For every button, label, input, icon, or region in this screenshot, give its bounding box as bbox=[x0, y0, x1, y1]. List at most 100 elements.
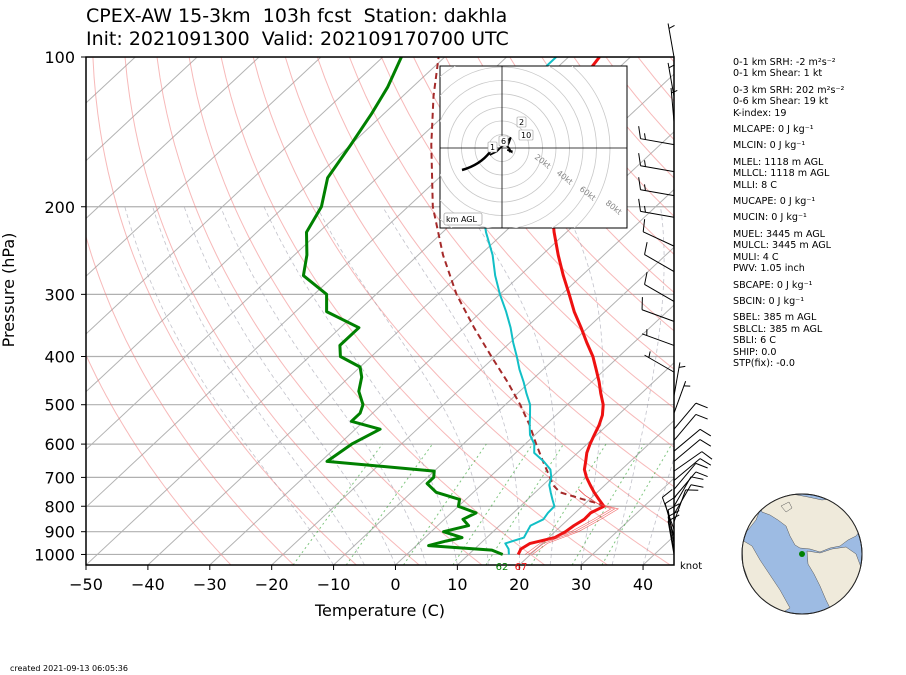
x-tick-label: −20 bbox=[255, 575, 289, 594]
barb-flag bbox=[667, 514, 680, 522]
barb-staff bbox=[673, 471, 697, 499]
wind-barb bbox=[673, 462, 708, 490]
hodograph-legend: km AGL bbox=[446, 215, 478, 224]
hodograph-height-box bbox=[498, 135, 509, 147]
moist-adiabat-line bbox=[220, 206, 427, 565]
hodograph-height-label: 6 bbox=[498, 135, 509, 147]
dry-adiabat-line bbox=[348, 57, 674, 448]
wind-barb bbox=[667, 514, 680, 555]
parcel-trace-line bbox=[528, 489, 616, 555]
wind-barb bbox=[673, 458, 712, 481]
barb-staff bbox=[670, 87, 675, 122]
dry-adiabat-line bbox=[477, 57, 674, 294]
moist-adiabat-line bbox=[316, 206, 489, 565]
barb-flag bbox=[699, 458, 712, 466]
index-line: SBEL: 385 m AGL bbox=[733, 312, 817, 324]
barb-staff bbox=[673, 381, 687, 414]
barb-staff bbox=[673, 476, 692, 507]
mixing-ratio-line bbox=[345, 443, 433, 565]
index-line: SBCAPE: 0 J kg⁻¹ bbox=[733, 279, 813, 291]
index-line: MUCAPE: 0 J kg⁻¹ bbox=[733, 196, 816, 208]
hodograph-height-label: 1 bbox=[487, 141, 498, 153]
dry-adiabat-line bbox=[92, 57, 357, 565]
index-line: K-index: 19 bbox=[733, 107, 787, 119]
barb-staff bbox=[640, 210, 675, 218]
isotherm-line bbox=[86, 57, 198, 162]
barb-flag bbox=[695, 471, 708, 478]
surface-temperature-label: 67 bbox=[515, 562, 528, 573]
moist-adiabat-line bbox=[263, 206, 458, 565]
wind-barb bbox=[673, 451, 713, 472]
index-line: PWV: 1.05 inch bbox=[733, 263, 805, 275]
indices-panel: 0-1 km SRH: -2 m²s⁻² 0-1 km Shear: 1 kt 0-… bbox=[733, 57, 903, 369]
index-line: MLEL: 1118 m AGL bbox=[733, 156, 824, 168]
wind-barb bbox=[667, 503, 680, 544]
barb-flag bbox=[638, 126, 642, 139]
dry-adiabat-line bbox=[188, 57, 546, 565]
barb-half-flag bbox=[668, 64, 675, 69]
y-tick-label: 600 bbox=[44, 435, 75, 454]
y-axis-label: Pressure (hPa) bbox=[0, 233, 18, 348]
x-tick-label: −30 bbox=[193, 575, 227, 594]
hodograph-frame bbox=[439, 65, 628, 229]
wind-barb bbox=[638, 153, 675, 173]
chart-title-line-1: CPEX-AW 15-3km 103h fcst Station: dakhla bbox=[86, 5, 508, 27]
barb-staff bbox=[640, 138, 675, 146]
barb-flag bbox=[667, 503, 680, 511]
hodograph-height-text: 6 bbox=[501, 137, 506, 146]
hodograph-height-label: 10 bbox=[518, 129, 534, 141]
dry-adiabat-line bbox=[156, 57, 483, 565]
dry-adiabat-line bbox=[124, 57, 420, 565]
index-line: SBLCL: 385 m AGL bbox=[733, 323, 823, 335]
y-tick-label: 400 bbox=[44, 348, 75, 367]
barb-flag bbox=[695, 402, 708, 409]
y-tick-label: 700 bbox=[44, 468, 75, 487]
wind-barb bbox=[673, 381, 691, 414]
wind-barb bbox=[673, 476, 704, 507]
index-line: STP(fix): -0.0 bbox=[733, 357, 795, 369]
wind-barb bbox=[670, 87, 678, 122]
isotherm-line bbox=[457, 362, 674, 565]
index-line: MLLI: 8 C bbox=[733, 179, 777, 191]
isotherm-line bbox=[518, 419, 674, 565]
isotherm-line bbox=[86, 57, 507, 451]
wind-barb bbox=[673, 362, 686, 396]
moist-adiabat-line bbox=[152, 206, 365, 565]
index-line: MLCAPE: 0 J kg⁻¹ bbox=[733, 124, 814, 136]
dry-adiabat-line bbox=[86, 235, 295, 565]
wind-barb bbox=[644, 271, 675, 302]
created-timestamp: created 2021-09-13 06:05:36 bbox=[10, 664, 128, 673]
barb-flag bbox=[664, 496, 677, 505]
wind-barb bbox=[667, 23, 675, 58]
barb-flag bbox=[642, 219, 646, 232]
barb-staff bbox=[673, 428, 701, 452]
barb-staff bbox=[673, 439, 701, 462]
index-line: MUCIN: 0 J kg⁻¹ bbox=[733, 212, 807, 224]
wind-barb bbox=[673, 439, 712, 462]
barb-flag bbox=[695, 462, 708, 469]
index-line: MLCIN: 0 J kg⁻¹ bbox=[733, 140, 806, 152]
wind-barb bbox=[638, 177, 675, 197]
barb-staff bbox=[642, 231, 675, 247]
x-tick-label: 0 bbox=[390, 575, 400, 594]
index-line: SBLI: 6 C bbox=[733, 335, 776, 347]
barb-staff bbox=[667, 516, 675, 551]
x-tick-label: 40 bbox=[633, 575, 653, 594]
index-line: 0-6 km Shear: 19 kt bbox=[733, 96, 829, 108]
moist-adiabat-line bbox=[382, 206, 520, 565]
barb-flag bbox=[667, 510, 680, 518]
x-tick-label: −10 bbox=[317, 575, 351, 594]
hodograph-height-box bbox=[487, 141, 498, 153]
isotherm-line bbox=[209, 131, 674, 565]
barb-unit-label: knot bbox=[680, 561, 702, 572]
barb-staff bbox=[673, 414, 697, 441]
wind-barb bbox=[644, 351, 675, 373]
moist-adiabat-line bbox=[642, 456, 674, 565]
index-line: SBCIN: 0 J kg⁻¹ bbox=[733, 295, 805, 307]
barb-flag bbox=[644, 242, 648, 255]
barb-flag bbox=[644, 271, 648, 285]
barb-flag bbox=[701, 451, 713, 460]
barb-staff bbox=[641, 333, 675, 346]
plot-frame bbox=[85, 56, 675, 566]
